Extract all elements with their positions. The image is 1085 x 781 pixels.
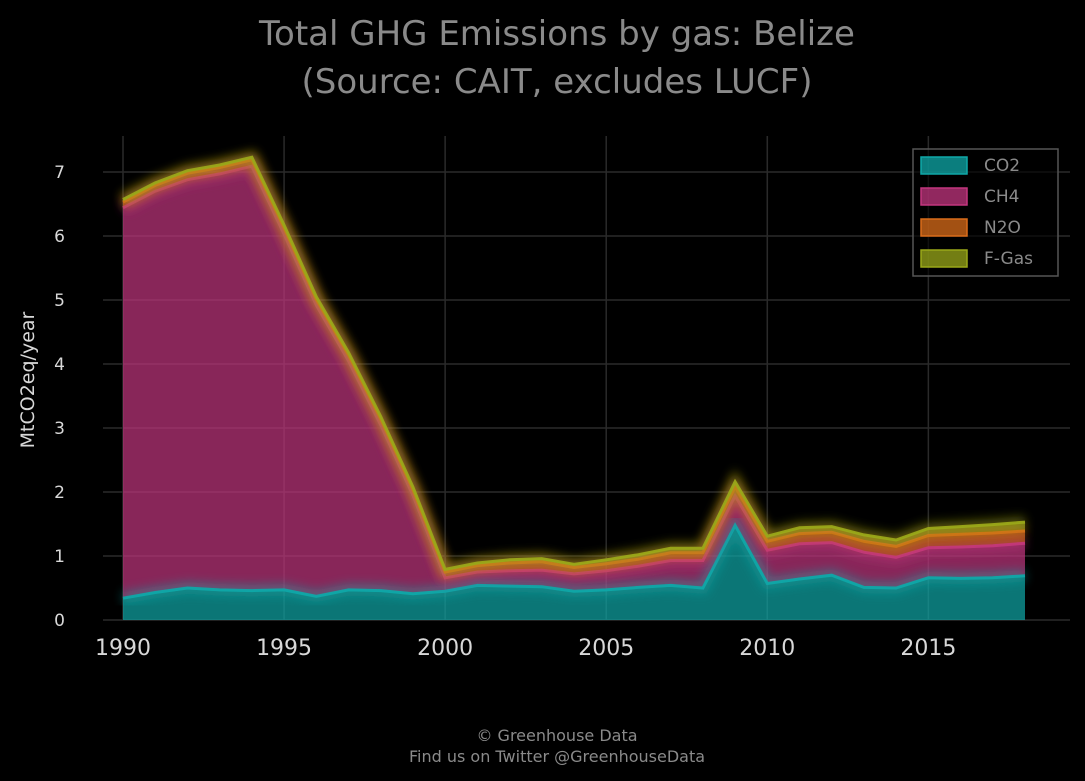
x-tick-label: 2010 xyxy=(739,636,795,661)
y-tick-label: 6 xyxy=(54,227,65,247)
axes: 1990 1995 2000 2005 2010 2015 0 1 2 3 4 5 6 7 xyxy=(54,163,956,661)
footer-copyright: © Greenhouse Data xyxy=(476,726,637,745)
legend-label-co2: CO2 xyxy=(984,156,1020,176)
legend-label-ch4: CH4 xyxy=(984,187,1019,207)
y-tick-label: 7 xyxy=(54,163,65,183)
x-tick-label: 2015 xyxy=(900,636,956,661)
legend-swatch-n2o xyxy=(920,218,968,237)
x-tick-label: 2005 xyxy=(578,636,634,661)
y-tick-label: 5 xyxy=(54,291,65,311)
legend-swatch-co2 xyxy=(920,156,968,175)
x-tick-label: 1990 xyxy=(95,636,151,661)
y-tick-label: 0 xyxy=(54,611,65,631)
x-tick-label: 2000 xyxy=(417,636,473,661)
area-ch4 xyxy=(123,166,1025,599)
areas xyxy=(120,150,1026,620)
x-tick-label: 1995 xyxy=(256,636,312,661)
legend-label-fgas: F-Gas xyxy=(984,249,1033,269)
legend: CO2 CH4 N2O F-Gas xyxy=(912,148,1059,277)
y-tick-label: 4 xyxy=(54,355,65,375)
line-fgas xyxy=(122,155,1026,572)
y-tick-label: 3 xyxy=(54,419,65,439)
y-axis-label: MtCO2eq/year xyxy=(17,311,39,448)
legend-label-n2o: N2O xyxy=(984,218,1021,238)
footer-twitter: Find us on Twitter @GreenhouseData xyxy=(409,747,705,766)
legend-swatch-ch4 xyxy=(920,187,968,206)
line-co2 xyxy=(122,522,1026,600)
chart-subtitle: (Source: CAIT, excludes LUCF) xyxy=(302,62,813,102)
area-co2 xyxy=(123,525,1025,620)
y-tick-label: 2 xyxy=(54,483,65,503)
chart-title: Total GHG Emissions by gas: Belize xyxy=(258,14,855,54)
y-tick-label: 1 xyxy=(54,547,65,567)
legend-swatch-fgas xyxy=(920,249,968,268)
